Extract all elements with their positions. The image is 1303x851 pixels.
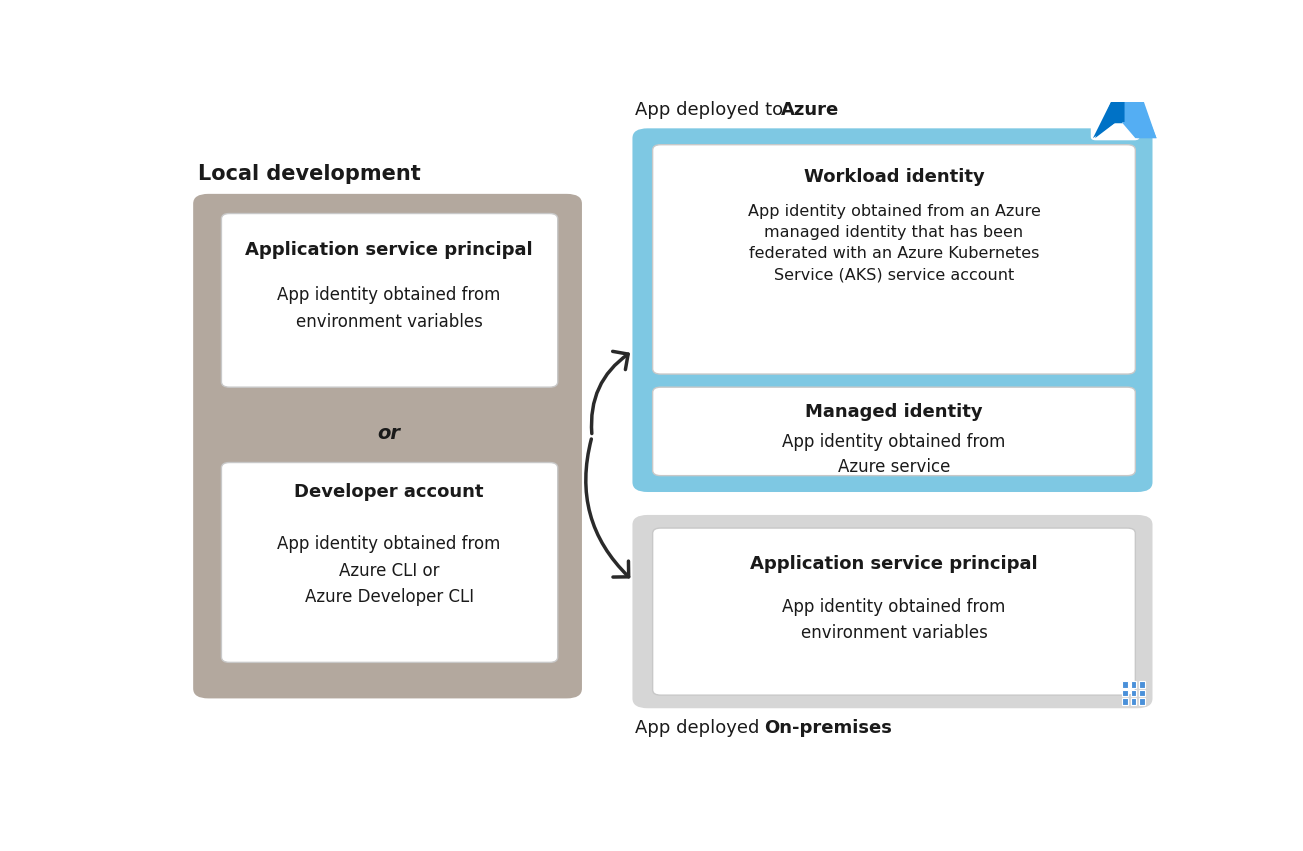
FancyBboxPatch shape [653, 528, 1135, 695]
Bar [1139, 690, 1145, 696]
Bar [1131, 682, 1136, 688]
Text: Managed identity: Managed identity [805, 403, 982, 421]
Bar [1131, 699, 1136, 705]
FancyArrowPatch shape [586, 439, 628, 577]
Text: Developer account: Developer account [294, 483, 483, 501]
Text: App identity obtained from
environment variables: App identity obtained from environment v… [782, 597, 1006, 642]
Text: Local development: Local development [198, 164, 421, 184]
Text: Azure: Azure [780, 101, 839, 119]
FancyBboxPatch shape [222, 214, 558, 387]
Polygon shape [1095, 95, 1124, 138]
Text: App identity obtained from
environment variables: App identity obtained from environment v… [278, 286, 500, 331]
Bar [1122, 690, 1128, 696]
Bar [1139, 699, 1145, 705]
Text: On-premises: On-premises [764, 719, 891, 737]
Text: App identity obtained from
Azure service: App identity obtained from Azure service [782, 433, 1006, 477]
Polygon shape [1123, 95, 1157, 138]
FancyBboxPatch shape [653, 145, 1135, 374]
Bar [1139, 682, 1145, 688]
Polygon shape [1124, 95, 1157, 138]
FancyBboxPatch shape [193, 194, 582, 699]
Text: App identity obtained from
Azure CLI or
Azure Developer CLI: App identity obtained from Azure CLI or … [278, 535, 500, 606]
Bar [1122, 682, 1128, 688]
FancyBboxPatch shape [632, 129, 1153, 492]
Bar [1131, 690, 1136, 696]
FancyBboxPatch shape [1091, 94, 1140, 140]
Text: Application service principal: Application service principal [245, 241, 533, 259]
FancyBboxPatch shape [222, 463, 558, 662]
Text: App identity obtained from an Azure
managed identity that has been
federated wit: App identity obtained from an Azure mana… [748, 204, 1040, 282]
Text: App deployed to: App deployed to [636, 101, 790, 119]
Text: App deployed: App deployed [636, 719, 766, 737]
FancyBboxPatch shape [653, 387, 1135, 476]
FancyArrowPatch shape [592, 351, 628, 433]
Text: Workload identity: Workload identity [804, 168, 984, 186]
Text: or: or [378, 424, 400, 443]
FancyBboxPatch shape [632, 515, 1153, 708]
Text: Application service principal: Application service principal [751, 555, 1037, 573]
Polygon shape [1093, 95, 1123, 138]
Bar [1122, 699, 1128, 705]
